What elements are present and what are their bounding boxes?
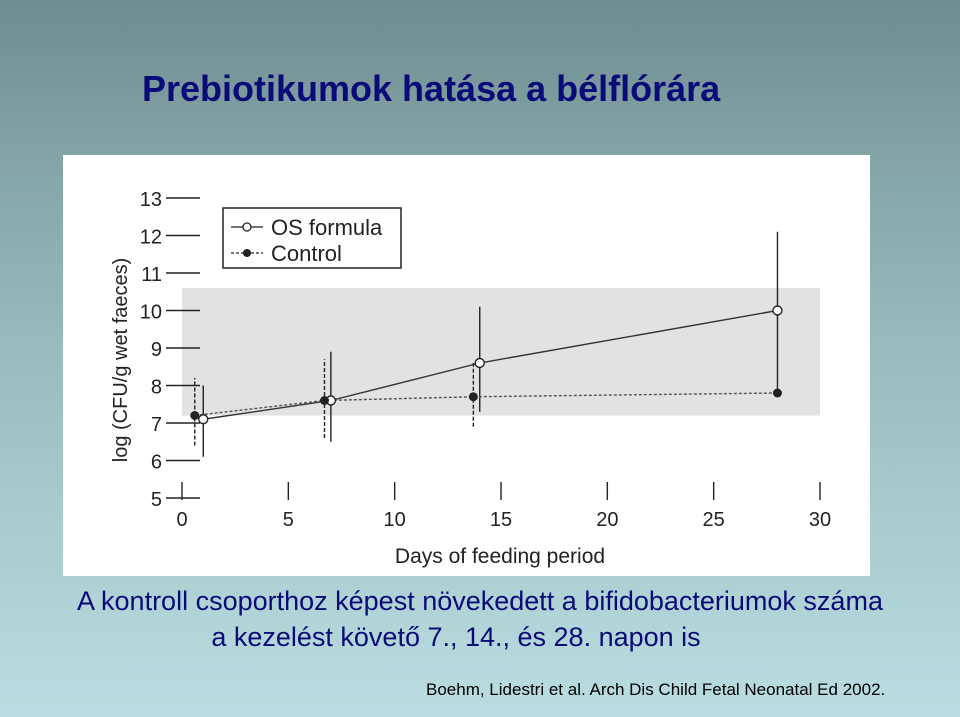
x-tick-label: 0	[176, 509, 187, 531]
series-line-os-formula	[203, 309, 778, 420]
legend-label-control: Control	[271, 241, 342, 266]
reference-band	[182, 288, 820, 416]
y-tick-label: 7	[151, 414, 162, 436]
x-tick-label: 30	[809, 509, 831, 531]
data-point-control	[772, 388, 782, 398]
data-point-control	[468, 392, 478, 402]
y-tick-label: 6	[151, 452, 162, 474]
plot-area	[190, 231, 783, 457]
x-tick-label: 15	[490, 509, 512, 531]
data-point-control	[319, 396, 329, 405]
legend-label-os: OS formula	[271, 215, 383, 240]
data-point-os-formula	[198, 414, 209, 425]
legend-box	[222, 207, 402, 269]
legend: OS formula Control	[222, 207, 402, 269]
caption-line-2: a kezelést követő 7., 14., és 28. napon …	[211, 622, 701, 652]
x-tick-label: 25	[703, 509, 725, 531]
caption-line-1: A kontroll csoporthoz képest növekedett …	[77, 586, 883, 616]
slide-title: Prebiotikumok hatása a bélflórára	[142, 68, 721, 109]
series-line-control	[194, 392, 778, 417]
y-tick-label: 12	[140, 227, 162, 249]
x-tick-label: 20	[596, 509, 618, 531]
chart-panel: 5 6 7 8 9 10 11 12 13 0 5 10 15 20 25 30 OS formula Con…	[63, 155, 870, 576]
reference-citation: Boehm, Lidestri et al. Arch Dis Child Fe…	[426, 680, 886, 699]
y-tick-label: 10	[140, 302, 162, 324]
x-tick-label: 10	[384, 509, 406, 531]
data-point-os-formula	[772, 305, 783, 316]
y-tick-label: 11	[141, 264, 162, 286]
x-axis-label: Days of feeding period	[395, 545, 605, 568]
data-point-os-formula	[474, 357, 485, 369]
y-tick-label: 13	[140, 189, 162, 211]
x-tick-label: 5	[283, 509, 294, 531]
y-axis-label: log (CFU/g wet faeces)	[110, 258, 132, 463]
y-tick-label: 8	[151, 377, 162, 399]
legend-marker-control	[243, 249, 251, 257]
data-point-control	[190, 411, 200, 420]
legend-marker-os	[242, 222, 252, 232]
y-tick-label: 5	[151, 489, 162, 511]
y-tick-label: 9	[151, 339, 162, 361]
